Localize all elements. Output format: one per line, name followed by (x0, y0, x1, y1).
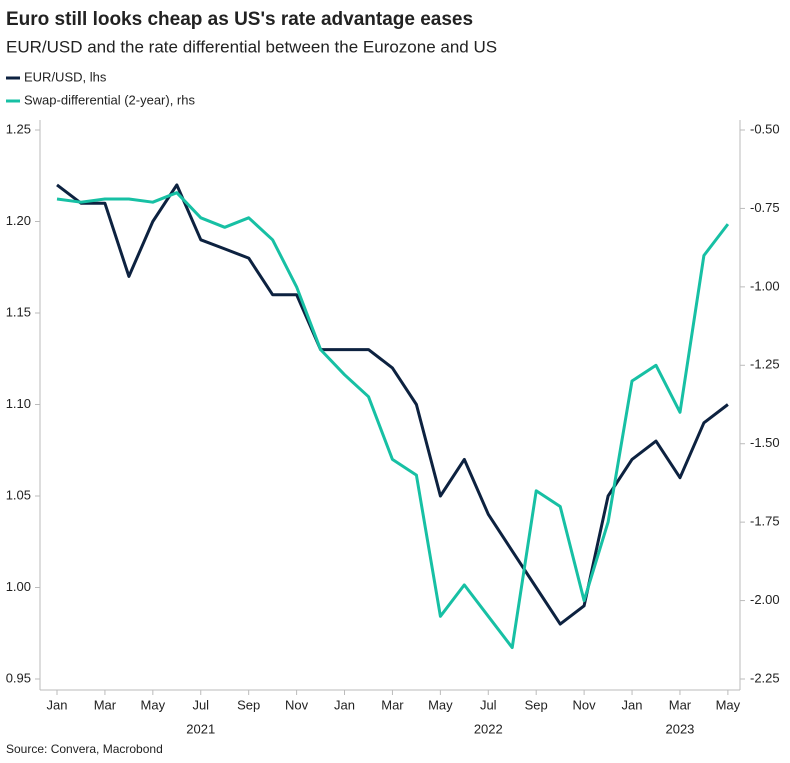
y2-tick-label: -0.50 (750, 121, 780, 136)
y-tick-label: 1.00 (6, 579, 31, 594)
y-tick-label: 1.15 (6, 304, 31, 319)
y-tick-label: 1.20 (6, 213, 31, 228)
y2-tick-label: -1.00 (750, 278, 780, 293)
x-tick-label: May (428, 697, 453, 712)
y2-tick-label: -1.25 (750, 357, 780, 372)
y2-tick-label: -1.75 (750, 514, 780, 529)
y-tick-label: 1.10 (6, 396, 31, 411)
x-tick-label: Jul (192, 697, 209, 712)
y2-tick-label: -2.00 (750, 592, 780, 607)
year-label: 2022 (474, 721, 503, 736)
y-tick-label: 0.95 (6, 670, 31, 685)
x-tick-label: Nov (573, 697, 597, 712)
x-tick-label: Mar (669, 697, 692, 712)
x-tick-label: Sep (525, 697, 548, 712)
y-tick-label: 1.25 (6, 121, 31, 136)
chart-subtitle: EUR/USD and the rate differential betwee… (6, 37, 497, 56)
x-tick-label: Mar (381, 697, 404, 712)
y2-tick-label: -0.75 (750, 200, 780, 215)
x-tick-label: Jan (622, 697, 643, 712)
series-line (56, 191, 730, 650)
y2-tick-label: -1.50 (750, 435, 780, 450)
source: Source: Convera, Macrobond (6, 742, 163, 756)
y2-tick-label: -2.25 (750, 670, 780, 685)
year-label: 2021 (186, 721, 215, 736)
chart-title: Euro still looks cheap as US's rate adva… (6, 9, 473, 30)
x-tick-label: Jan (47, 697, 68, 712)
x-tick-label: Mar (94, 697, 117, 712)
x-tick-label: Jan (334, 697, 355, 712)
x-tick-label: Jul (480, 697, 497, 712)
legend-label: EUR/USD, lhs (24, 69, 107, 84)
x-tick-label: May (716, 697, 741, 712)
x-tick-label: Sep (237, 697, 260, 712)
y-tick-label: 1.05 (6, 487, 31, 502)
legend-label: Swap-differential (2-year), rhs (24, 92, 195, 107)
year-label: 2023 (665, 721, 694, 736)
x-tick-label: May (141, 697, 166, 712)
x-tick-label: Nov (285, 697, 309, 712)
